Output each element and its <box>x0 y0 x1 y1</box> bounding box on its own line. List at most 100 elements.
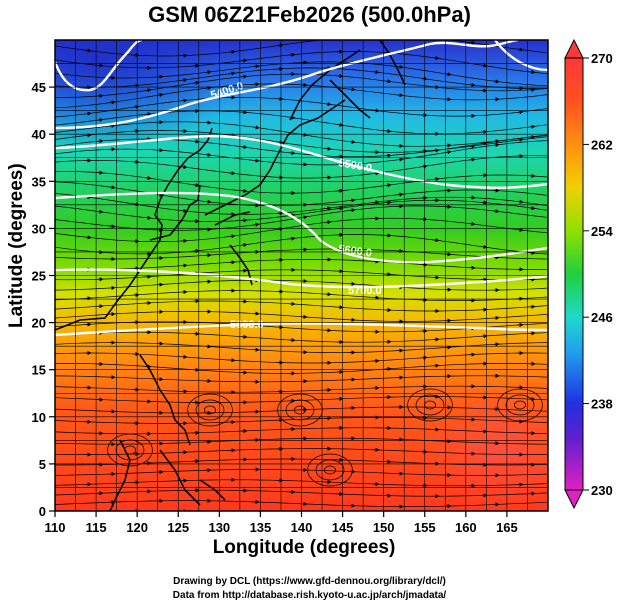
streamline-arrow <box>240 144 248 150</box>
streamline-arrow <box>204 152 212 157</box>
plot-title: GSM 06Z21Feb2026 (500.0hPa) <box>148 2 471 27</box>
streamline-arrow <box>228 133 236 138</box>
contour-label-5500: 5500.0 <box>337 157 372 175</box>
streamline-arrow <box>480 244 488 250</box>
streamline-arrow <box>240 242 248 248</box>
height-contours <box>55 40 548 337</box>
streamline-arrow <box>372 171 380 176</box>
streamline-arrow <box>492 79 500 84</box>
streamline-arrow <box>516 227 524 232</box>
streamline-arrow <box>108 185 116 190</box>
streamline-arrow <box>432 148 440 153</box>
eddy-swirl <box>505 394 535 416</box>
streamline-arrow <box>144 88 152 93</box>
streamline-arrow <box>96 209 104 214</box>
streamline-arrow <box>300 215 308 220</box>
y-tick-label: 0 <box>39 504 46 519</box>
eddy-swirl <box>285 399 315 421</box>
streamline-arrow <box>384 79 392 84</box>
eddy-swirl <box>294 405 306 415</box>
streamline-arrow <box>444 150 452 155</box>
streamline-arrow <box>516 199 524 204</box>
streamline-arrow <box>468 144 476 149</box>
streamline-arrow <box>384 200 392 205</box>
streamline-arrow <box>204 85 212 91</box>
streamline-arrow <box>492 209 500 214</box>
streamline-arrow <box>432 55 440 61</box>
colorbar-bottom-arrow <box>564 489 584 510</box>
streamline-arrow <box>144 215 152 220</box>
eddy-swirl <box>187 393 233 427</box>
eddy-swirl <box>315 459 345 481</box>
x-tick-label: 155 <box>414 520 436 535</box>
eddy-swirl <box>195 399 225 421</box>
streamline-arrow <box>252 64 260 69</box>
eddy-swirl <box>497 388 543 422</box>
streamline-arrow <box>372 200 380 205</box>
streamline-arrow <box>324 206 332 211</box>
x-tick-label: 145 <box>332 520 354 535</box>
x-tick-label: 110 <box>45 520 66 535</box>
streamline-arrow <box>396 93 404 98</box>
colorbar-tick-label: 254 <box>591 224 613 239</box>
eddy-swirl <box>424 400 436 410</box>
streamline-arrow <box>372 69 380 75</box>
streamline-arrow <box>468 40 476 45</box>
streamline-arrow <box>516 137 524 142</box>
eddy-swirl <box>514 400 526 410</box>
colorbar-body <box>564 57 584 491</box>
streamline-arrow <box>528 69 536 75</box>
streamline-arrow <box>276 140 284 145</box>
y-tick-label: 20 <box>32 316 46 331</box>
contour-label-5800: 5800.0 <box>230 319 264 331</box>
streamline-arrow <box>240 188 248 194</box>
streamline-arrow <box>396 64 404 70</box>
streamline-arrow <box>96 63 104 68</box>
streamline-arrow <box>348 87 356 92</box>
credit-drawing: Drawing by DCL (https://www.gfd-dennou.o… <box>173 576 446 587</box>
streamline-arrow <box>348 139 356 144</box>
eddy-swirl <box>277 393 323 427</box>
streamline-arrow <box>324 146 332 151</box>
eddy-swirl <box>307 453 353 487</box>
eddy-swirl <box>415 394 445 416</box>
credit-data: Data from http://database.rish.kyoto-u.a… <box>172 590 447 601</box>
colorbar: 230 238 246 254 262 270 <box>564 38 613 510</box>
streamline-arrow <box>144 112 152 117</box>
streamline-arrow <box>96 117 104 123</box>
y-tick-label: 45 <box>32 80 46 95</box>
streamline-arrow <box>84 133 92 138</box>
map-grid <box>54 39 549 512</box>
streamline-arrow <box>252 125 260 130</box>
streamline-arrow <box>180 78 188 83</box>
streamline-arrow <box>480 200 488 205</box>
y-tick-label: 25 <box>32 269 46 284</box>
streamline-arrow <box>240 58 248 63</box>
streamline-arrow <box>180 164 188 170</box>
streamline-arrow <box>420 164 428 169</box>
streamline-arrow <box>528 205 536 211</box>
colorbar-tick-label: 246 <box>591 310 613 325</box>
streamline-arrow <box>192 80 200 85</box>
streamline-arrow <box>204 70 212 75</box>
y-tick-label: 10 <box>32 410 46 425</box>
colorbar-top-arrow <box>564 38 584 59</box>
x-tick-label: 125 <box>167 520 189 535</box>
y-tick-label: 35 <box>32 174 46 189</box>
y-tick-label: 5 <box>39 457 46 472</box>
eddy-swirl <box>107 433 153 467</box>
x-tick-label: 160 <box>455 520 477 535</box>
streamline-arrow <box>108 100 116 105</box>
x-tick-label: 135 <box>250 520 272 535</box>
contour-label-5700: 5700.0 <box>348 285 382 297</box>
streamline-arrow <box>192 139 200 144</box>
streamline-arrow <box>300 132 308 137</box>
colorbar-tick-label: 230 <box>591 483 613 498</box>
streamline-arrow <box>468 82 476 88</box>
streamline-arrow <box>108 224 116 229</box>
streamline-arrow <box>288 52 296 57</box>
streamline-arrow <box>192 248 200 254</box>
streamline-arrow <box>480 141 488 146</box>
contour-label-5600: 5600.0 <box>338 243 373 260</box>
streamline-arrow <box>324 220 332 225</box>
